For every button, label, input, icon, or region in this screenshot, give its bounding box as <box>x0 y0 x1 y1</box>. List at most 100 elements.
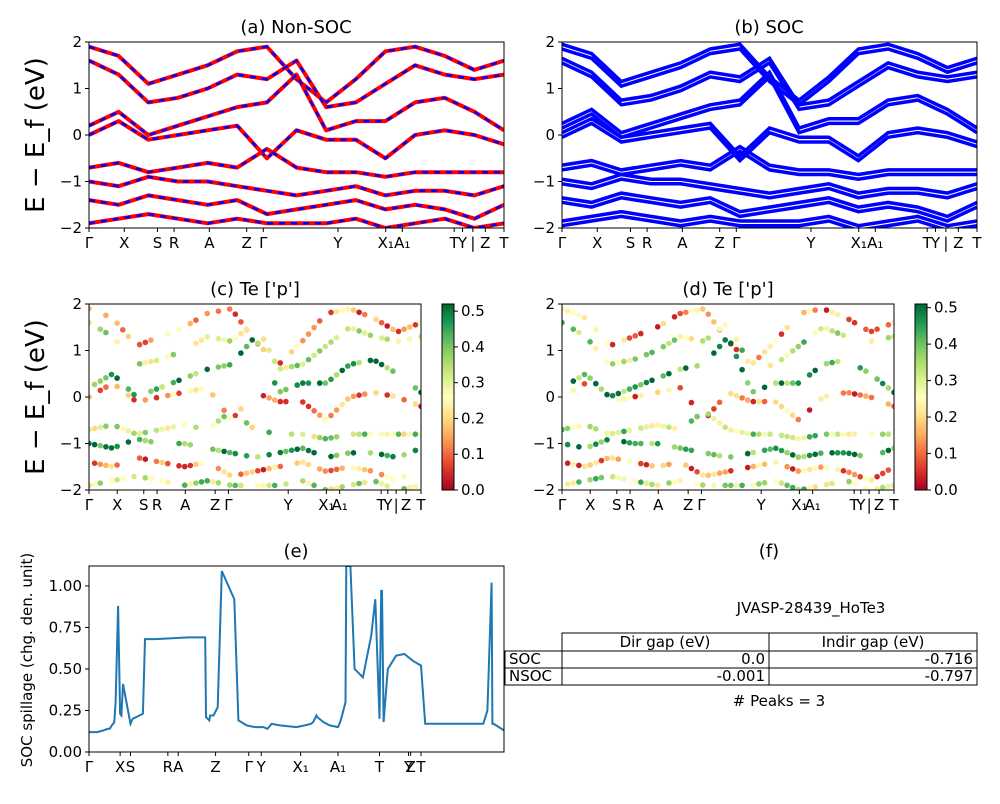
projection-point <box>812 451 818 458</box>
panel-d-xtick-label: Γ <box>697 496 706 514</box>
projection-point <box>378 481 385 487</box>
projection-point <box>593 380 599 387</box>
projection-point <box>277 388 284 395</box>
projection-point <box>300 478 306 484</box>
projection-point <box>131 391 137 398</box>
projection-point <box>621 476 627 482</box>
projection-point <box>778 356 785 363</box>
projection-point <box>823 393 830 400</box>
projection-point <box>649 423 655 429</box>
projection-point <box>891 403 894 410</box>
projection-point <box>834 311 841 318</box>
projection-point <box>378 335 385 341</box>
projection-point <box>632 478 638 484</box>
projection-point <box>350 481 357 488</box>
projection-point <box>626 440 633 446</box>
panel-c-frame <box>88 303 422 491</box>
projection-point <box>373 390 379 396</box>
projection-point <box>806 466 813 473</box>
panel-c-xtick-label: Z <box>210 496 220 514</box>
projection-point <box>153 394 160 401</box>
panel-a-ytick-label: 1 <box>72 80 82 98</box>
projection-point <box>187 320 194 327</box>
projection-point <box>818 464 824 470</box>
projection-point <box>170 379 177 386</box>
panel-e-ytick-label: 0.50 <box>49 660 82 678</box>
projection-point <box>305 403 312 410</box>
panel-c-ytick-label: 2 <box>72 295 82 313</box>
projection-point <box>316 466 323 472</box>
projection-point <box>587 339 593 345</box>
projection-point <box>761 398 768 405</box>
projection-point <box>204 334 210 340</box>
projection-point <box>114 423 120 430</box>
projection-point <box>846 431 852 438</box>
projection-point <box>874 326 880 333</box>
table-header-dir-gap: Dir gap (eV) <box>620 633 711 651</box>
projection-point <box>694 307 700 313</box>
band-line-nonsoc-blue <box>89 58 504 109</box>
projection-point <box>761 461 768 468</box>
projection-point <box>654 389 661 396</box>
projection-point <box>187 462 194 469</box>
projection-point <box>277 360 284 366</box>
projection-point <box>226 362 233 368</box>
projection-point <box>97 480 104 486</box>
projection-point <box>643 379 650 386</box>
projection-point <box>632 384 638 390</box>
projection-point <box>654 422 661 428</box>
projection-point <box>193 370 199 377</box>
projection-point <box>243 470 250 476</box>
projection-point <box>671 425 678 432</box>
projection-point <box>356 431 362 438</box>
projection-point <box>789 466 796 472</box>
projection-point <box>283 386 289 393</box>
projection-point <box>604 437 610 443</box>
projection-point <box>593 327 599 333</box>
projection-point <box>328 453 334 460</box>
projection-point <box>615 390 622 397</box>
projection-point <box>350 393 357 400</box>
projection-point <box>638 330 644 337</box>
projection-point <box>198 460 205 467</box>
projection-point <box>91 425 98 432</box>
panel-e-ytick-label: 0.25 <box>49 701 82 719</box>
projection-point <box>711 451 717 458</box>
projection-point <box>378 451 385 458</box>
projection-point <box>176 463 182 469</box>
projection-point <box>851 481 858 487</box>
panel-a-ytick-label: 0 <box>72 126 82 144</box>
projection-point <box>750 431 757 438</box>
panel-d-ytick-label: 2 <box>545 295 555 313</box>
projection-point <box>412 431 419 438</box>
projection-point <box>249 469 255 475</box>
projection-point <box>300 361 306 367</box>
panel-a-xtick-label: Z <box>242 234 252 252</box>
projection-point <box>818 396 824 402</box>
projection-point <box>823 307 830 313</box>
projection-point <box>683 446 689 453</box>
projection-point <box>756 481 762 487</box>
projection-point <box>243 420 250 426</box>
projection-point <box>671 314 678 320</box>
panel-b-xtick-label: T <box>922 234 933 252</box>
projection-point <box>660 423 667 430</box>
projection-point <box>885 334 892 341</box>
projection-point <box>587 462 593 468</box>
projection-point <box>666 340 672 347</box>
projection-point <box>576 329 582 336</box>
projection-point <box>238 319 244 325</box>
panel-a-xtick-label: Γ <box>259 234 268 252</box>
projection-point <box>638 381 644 388</box>
band-line-soc <box>562 191 977 219</box>
projection-point <box>215 447 222 454</box>
projection-point <box>198 386 205 392</box>
projection-point <box>705 472 712 479</box>
projection-point <box>187 373 194 379</box>
projection-point <box>350 464 357 471</box>
projection-point <box>711 471 717 478</box>
projection-point <box>215 364 222 370</box>
projection-point <box>773 337 779 344</box>
projection-point <box>125 428 132 434</box>
projection-point <box>564 425 571 432</box>
